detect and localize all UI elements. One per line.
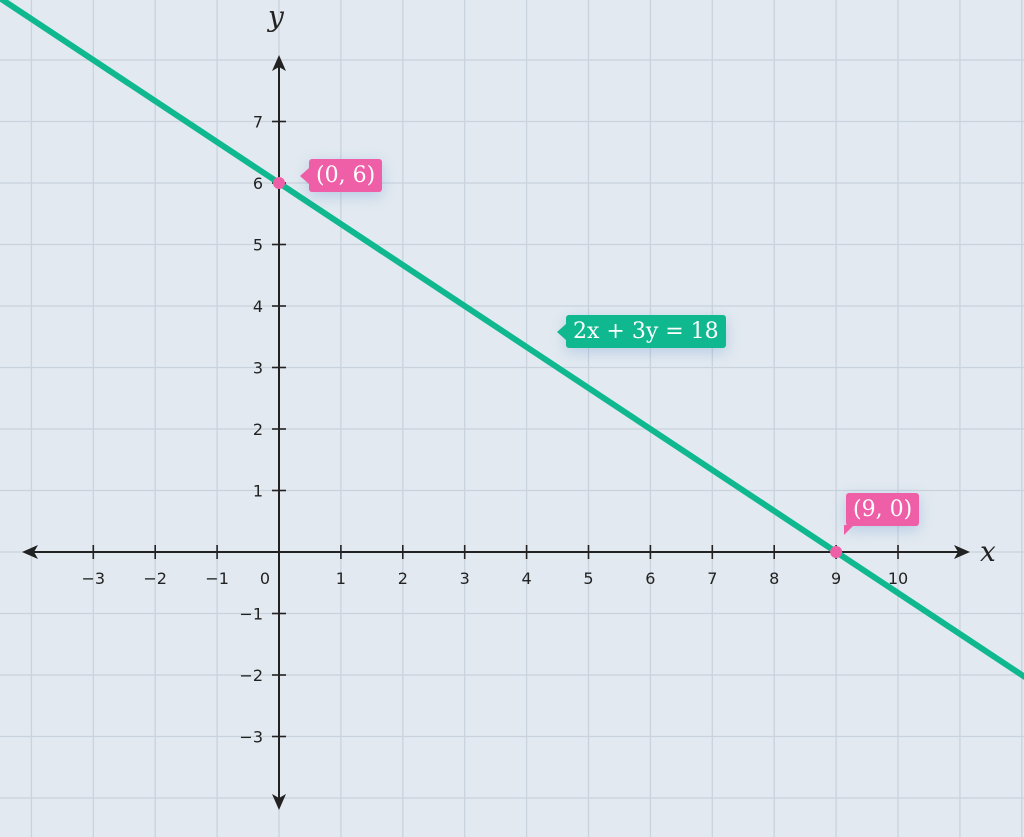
y-axis-arrow-down [272,794,286,810]
x-tick-label: −2 [143,569,167,588]
y-tick-label: 6 [253,174,263,193]
point-label-x-intercept: (9, 0) [843,493,920,535]
intercept-point [273,177,285,189]
axes [22,55,970,810]
y-axis-arrow-up [272,55,286,71]
x-tick-label: −3 [82,569,106,588]
series [0,0,1024,680]
point-label-y-intercept: (0, 6) [299,159,383,192]
points [273,177,843,558]
x-tick-label: −1 [205,569,229,588]
x-tick-label: 9 [831,569,841,588]
y-tick-label: 7 [253,113,263,132]
x-axis-arrow-left [22,545,38,559]
x-tick-label: 3 [460,569,470,588]
series-line [0,0,1024,680]
y-tick-label: −2 [239,666,263,685]
x-tick-label: 7 [707,569,717,588]
y-tick-label: 1 [253,482,263,501]
y-tick-label: 5 [253,236,263,255]
y-tick-label: −3 [239,728,263,747]
x-tick-label: 8 [769,569,779,588]
x-tick-label: 0 [260,569,270,588]
intercept-point [830,546,843,558]
x-axis-label: x [980,535,996,568]
y-tick-label: 4 [253,297,263,316]
y-axis-label: y [266,0,285,33]
x-tick-label: 5 [583,569,593,588]
line-equation-label: 2x + 3y = 18 [557,315,726,348]
x-tick-label: 1 [336,569,346,588]
y-tick-label: −1 [239,605,263,624]
x-tick-label: 2 [398,569,408,588]
y-tick-label: 3 [253,359,263,378]
x-axis-arrow-right [954,545,970,559]
x-tick-label: 6 [645,569,655,588]
x-tick-label: 10 [888,569,908,588]
x-tick-label: 4 [522,569,532,588]
y-tick-label: 2 [253,420,263,439]
